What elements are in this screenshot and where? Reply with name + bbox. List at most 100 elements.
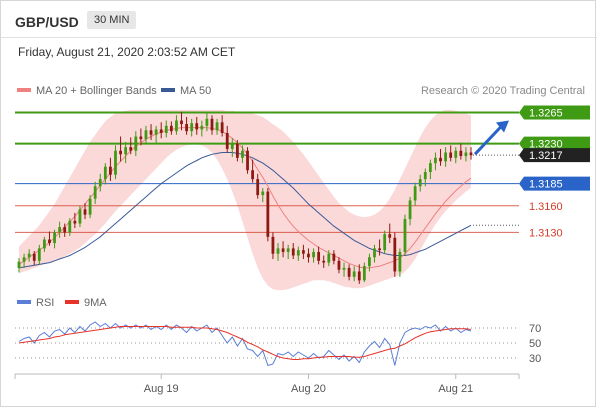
price-tag-1.3185 [519, 176, 590, 191]
candle-body [22, 257, 26, 262]
candle-body [459, 150, 463, 157]
candle-body [169, 125, 173, 132]
candle-body [190, 123, 194, 132]
candle-body [144, 130, 148, 140]
candle-body [357, 271, 361, 281]
header-bar: GBP/USD 30 MIN [1, 1, 597, 38]
candle-body [449, 152, 453, 158]
rsi-tick-label-30: 30 [529, 353, 541, 365]
candle-body [225, 132, 229, 149]
candle-body [53, 232, 56, 244]
legend-ma20-label: MA 20 + Bollinger Bands [36, 85, 157, 97]
candle-body [17, 261, 21, 268]
candle-body [444, 152, 448, 162]
timestamp: Friday, August 21, 2020 2:03:52 AM CET [18, 45, 236, 59]
candle-body [103, 166, 107, 180]
candle-body [332, 253, 336, 261]
candle-body [312, 251, 315, 258]
candle-body [307, 253, 310, 258]
x-tick-label: Aug 21 [438, 383, 473, 395]
candle-body [408, 200, 412, 220]
candle-body [327, 253, 331, 263]
candle-body [256, 179, 260, 196]
candle-body [134, 136, 138, 151]
candle-body [276, 248, 280, 254]
candle-body [251, 170, 255, 180]
candle-body [241, 150, 244, 158]
candle-body [418, 179, 422, 187]
x-tick-label: Aug 20 [291, 383, 326, 395]
candle-body [73, 220, 77, 224]
candle-body [347, 267, 351, 277]
candle-body [205, 118, 209, 126]
price-tag-label-1.3185: 1.3185 [529, 179, 563, 191]
candle-body [454, 150, 458, 158]
candle-body [434, 157, 437, 164]
candle-body [393, 237, 397, 272]
candle-body [119, 150, 122, 155]
price-tag-label-1.3265: 1.3265 [529, 108, 563, 120]
legend-ma50-label: MA 50 [180, 85, 211, 97]
candle-body [286, 248, 290, 252]
price-tag-1.3230 [519, 136, 590, 151]
candle-body [352, 271, 356, 277]
candle-body [271, 236, 275, 254]
candle-body [139, 136, 143, 140]
candle-body [362, 266, 366, 281]
candle-body [403, 219, 407, 252]
candle-body [230, 143, 234, 149]
candle-body [296, 250, 300, 256]
candle-body [220, 122, 224, 133]
research-credit: Research © 2020 Trading Central [421, 85, 585, 97]
candle-body [164, 125, 168, 133]
candle-body [210, 118, 214, 131]
ma9-legend-label: 9MA [84, 297, 107, 309]
candle-body [235, 143, 239, 158]
candle-body [246, 150, 249, 171]
candle-body [322, 260, 326, 263]
candle-body [109, 166, 112, 175]
candle-body [180, 120, 183, 125]
timeframe-badge[interactable]: 30 MIN [87, 11, 137, 29]
candle-body [149, 130, 153, 135]
price-label-1.3130: 1.3130 [529, 227, 563, 239]
candle-body [428, 163, 432, 173]
candle-body [32, 253, 36, 261]
candle-body [261, 191, 265, 196]
candle-body [83, 209, 87, 215]
candle-body [48, 239, 51, 244]
candle-body [398, 251, 402, 272]
candle-body [63, 227, 67, 233]
rsi-tick-label-50: 50 [529, 338, 541, 350]
candle-body [37, 248, 41, 261]
candle-body [291, 248, 295, 256]
candle-body [266, 191, 270, 237]
price-tag-label-1.3230: 1.3230 [529, 139, 563, 151]
candle-body [42, 239, 46, 249]
x-tick-label: Aug 19 [144, 383, 179, 395]
candle-body [98, 179, 102, 187]
candle-body [388, 234, 392, 238]
candle-body [342, 267, 346, 270]
price-tag-label-1.3217: 1.3217 [529, 150, 563, 162]
candle-body [423, 172, 427, 180]
price-tag-1.3265 [519, 105, 590, 120]
price-tag-1.3217 [519, 148, 590, 163]
candle-body [464, 152, 468, 157]
candle-body [383, 234, 387, 251]
candle-body [124, 147, 128, 155]
candle-body [215, 122, 219, 131]
rsi-series-9ma-line [18, 326, 472, 360]
candle-body [185, 124, 188, 132]
candle-body [27, 253, 31, 258]
candle-body [114, 150, 117, 175]
candle-body [200, 125, 204, 130]
candle-body [68, 220, 72, 233]
rsi-legend-label: RSI [36, 297, 54, 309]
candle-body [317, 251, 321, 261]
candle-body [281, 248, 285, 252]
candle-body [373, 248, 376, 258]
candle-body [302, 250, 305, 254]
